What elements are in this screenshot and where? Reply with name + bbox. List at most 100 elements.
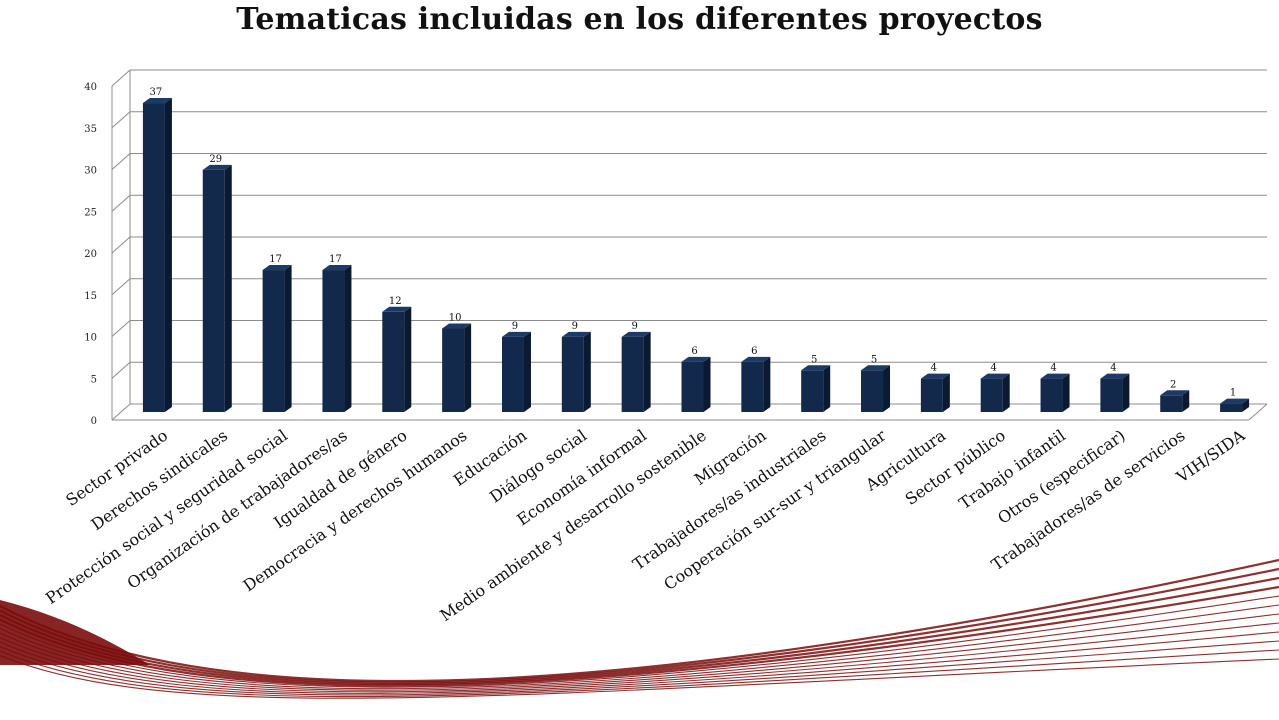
bar-front	[561, 336, 584, 412]
bar	[1220, 398, 1250, 412]
gridline-side	[111, 361, 131, 379]
bar-side	[883, 365, 891, 412]
bar	[322, 265, 352, 412]
y-tick-label: 5	[91, 374, 97, 385]
bar	[920, 373, 950, 412]
bar	[1040, 373, 1070, 412]
bar-side	[1122, 373, 1130, 412]
bar-top	[382, 306, 412, 312]
bar	[561, 331, 591, 412]
bar-front	[920, 378, 943, 412]
bar-side	[1062, 373, 1070, 412]
bar-top	[801, 365, 831, 371]
bar-side	[703, 356, 711, 412]
bar-top	[1220, 398, 1250, 404]
bar-top	[142, 98, 172, 104]
bar-front	[681, 361, 704, 412]
bar-front	[1160, 395, 1183, 412]
bar-front	[621, 336, 644, 412]
bar-front	[382, 311, 405, 412]
data-label: 2	[1170, 379, 1176, 390]
bar-top	[202, 164, 232, 170]
bar-side	[1182, 390, 1190, 412]
chart-title: Tematicas incluidas en los diferentes pr…	[236, 2, 1043, 37]
bar-side	[942, 373, 950, 412]
gridline-side	[111, 403, 131, 421]
bar-top	[621, 331, 651, 337]
data-label: 1	[1230, 388, 1236, 399]
bar-side	[763, 356, 771, 412]
bar-top	[741, 356, 771, 362]
bar-front	[861, 370, 884, 412]
data-label: 9	[572, 321, 578, 332]
gridline-side	[111, 320, 131, 337]
bar-side	[823, 365, 831, 412]
bar	[202, 164, 232, 412]
bar	[262, 265, 292, 412]
y-tick-label: 30	[84, 166, 97, 177]
bar-top	[980, 373, 1010, 379]
category-label: Sector público	[902, 426, 1009, 509]
bar	[1160, 390, 1190, 412]
data-label: 4	[931, 363, 937, 374]
bar-front	[1040, 378, 1063, 412]
bar	[801, 365, 831, 412]
bar	[741, 356, 771, 412]
swoosh-fill	[0, 600, 150, 665]
bars	[142, 98, 1250, 413]
gridline-side	[111, 69, 131, 87]
y-tick-label: 40	[84, 82, 97, 93]
bar-side	[404, 306, 412, 412]
bar	[501, 331, 531, 412]
bar-top	[322, 265, 352, 271]
bar-top	[442, 323, 472, 329]
bar	[980, 373, 1010, 412]
bar-front	[202, 169, 225, 412]
bar	[681, 356, 711, 412]
bar-front	[741, 361, 764, 412]
gridline-side	[111, 278, 131, 296]
gridline-side	[111, 153, 131, 170]
y-tick-label: 0	[91, 416, 97, 427]
bar	[1100, 373, 1130, 412]
data-label: 12	[389, 296, 402, 307]
bar-top	[1160, 390, 1190, 396]
gridlines	[111, 69, 1268, 421]
bar-top	[861, 365, 891, 371]
data-label: 9	[631, 321, 637, 332]
bar-side	[164, 98, 172, 413]
gridline-side	[111, 236, 131, 254]
bar-front	[262, 270, 285, 412]
bar-front	[980, 378, 1003, 412]
bar	[861, 365, 891, 412]
bar-side	[1002, 373, 1010, 412]
swoosh-line	[0, 622, 1279, 693]
y-tick-label: 20	[84, 249, 97, 260]
swoosh-line	[0, 631, 1279, 694]
bar	[142, 98, 172, 413]
bar-top	[501, 331, 531, 337]
data-label: 29	[209, 154, 222, 165]
bar-side	[284, 265, 292, 412]
data-label: 37	[150, 87, 163, 98]
bar-side	[583, 331, 591, 412]
data-label: 4	[1050, 363, 1056, 374]
bar-top	[1100, 373, 1130, 379]
bar	[382, 306, 412, 412]
swoosh-line	[0, 640, 1279, 696]
bar-side	[643, 331, 651, 412]
y-tick-label: 10	[84, 333, 97, 344]
y-tick-label: 35	[84, 124, 97, 135]
bar-side	[344, 265, 352, 412]
data-label: 4	[991, 363, 997, 374]
swoosh-line	[0, 654, 1279, 699]
data-label: 6	[751, 346, 757, 357]
bar-front	[142, 103, 165, 413]
data-label: 10	[449, 313, 462, 324]
bar-top	[681, 356, 711, 362]
bar-side	[464, 323, 472, 412]
bar-top	[262, 265, 292, 271]
data-label: 5	[811, 354, 817, 365]
